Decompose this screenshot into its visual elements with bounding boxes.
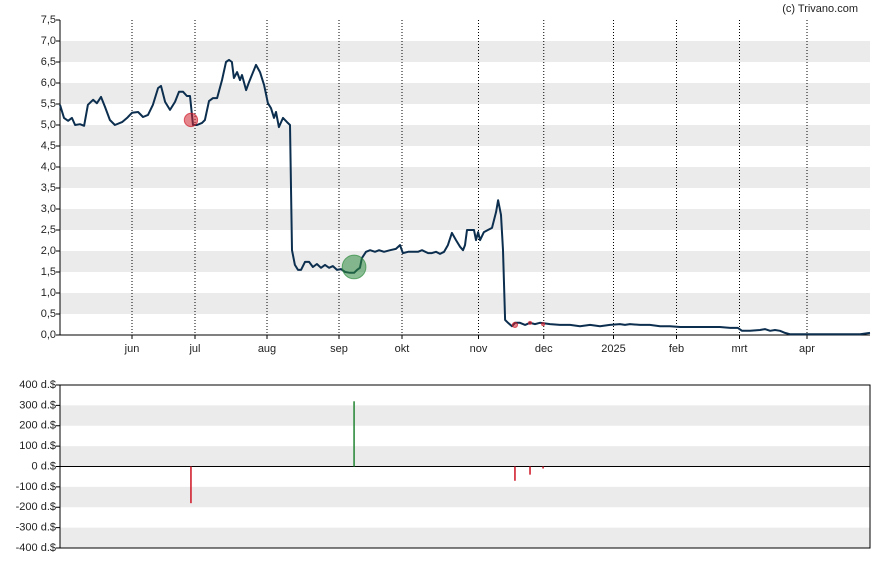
grid-band	[60, 293, 870, 314]
grid-band	[60, 83, 870, 104]
y-tick-label: 2,0	[41, 245, 56, 257]
trade-marker	[183, 112, 199, 128]
grid-band	[60, 125, 870, 146]
x-tick-label: 2025	[601, 343, 625, 355]
trade-marker	[341, 254, 367, 280]
y-tick-label: 5,5	[41, 98, 56, 110]
grid-band	[60, 251, 870, 272]
y-tick-label: -400 d.$	[16, 542, 56, 554]
y-tick-label: 1,5	[41, 266, 56, 278]
x-tick-label: jul	[188, 343, 200, 355]
grid-band	[60, 167, 870, 188]
y-tick-label: 0,5	[41, 308, 56, 320]
y-tick-label: -100 d.$	[16, 481, 56, 493]
y-tick-label: -200 d.$	[16, 501, 56, 513]
grid-band	[60, 405, 870, 426]
x-tick-label: aug	[258, 343, 276, 355]
trade-marker	[528, 320, 533, 325]
y-tick-label: -300 d.$	[16, 522, 56, 534]
y-tick-label: 0 d.$	[32, 460, 56, 472]
grid-band	[60, 41, 870, 62]
y-tick-label: 2,5	[41, 224, 56, 236]
y-tick-label: 300 d.$	[19, 399, 56, 411]
y-tick-label: 200 d.$	[19, 420, 56, 432]
grid-band	[60, 209, 870, 230]
x-tick-label: feb	[669, 343, 684, 355]
y-tick-label: 7,5	[41, 14, 56, 26]
grid-band	[60, 446, 870, 467]
grid-band	[60, 486, 870, 508]
y-tick-label: 6,5	[41, 56, 56, 68]
x-tick-label: mrt	[732, 343, 748, 355]
y-tick-label: 5,0	[41, 119, 56, 131]
y-tick-label: 3,5	[41, 182, 56, 194]
y-tick-label: 400 d.$	[19, 379, 56, 391]
y-tick-label: 7,0	[41, 35, 56, 47]
x-tick-label: jun	[124, 343, 140, 355]
x-tick-label: dec	[535, 343, 553, 355]
y-tick-label: 3,0	[41, 203, 56, 215]
trade-marker	[511, 321, 519, 329]
credit: (c) Trivano.com	[782, 3, 858, 15]
x-tick-label: okt	[395, 343, 410, 355]
price-line	[59, 58, 871, 336]
y-tick-label: 0,0	[41, 329, 56, 341]
grid-band	[60, 527, 870, 548]
y-tick-label: 100 d.$	[19, 440, 56, 452]
x-tick-label: sep	[330, 343, 348, 355]
y-tick-label: 4,0	[41, 161, 56, 173]
y-tick-label: 1,0	[41, 287, 56, 299]
x-tick-label: apr	[799, 343, 815, 355]
x-tick-label: nov	[470, 343, 488, 355]
y-tick-label: 6,0	[41, 77, 56, 89]
trade-marker	[541, 322, 546, 327]
y-tick-label: 4,5	[41, 140, 56, 152]
plot-frame	[59, 384, 871, 549]
